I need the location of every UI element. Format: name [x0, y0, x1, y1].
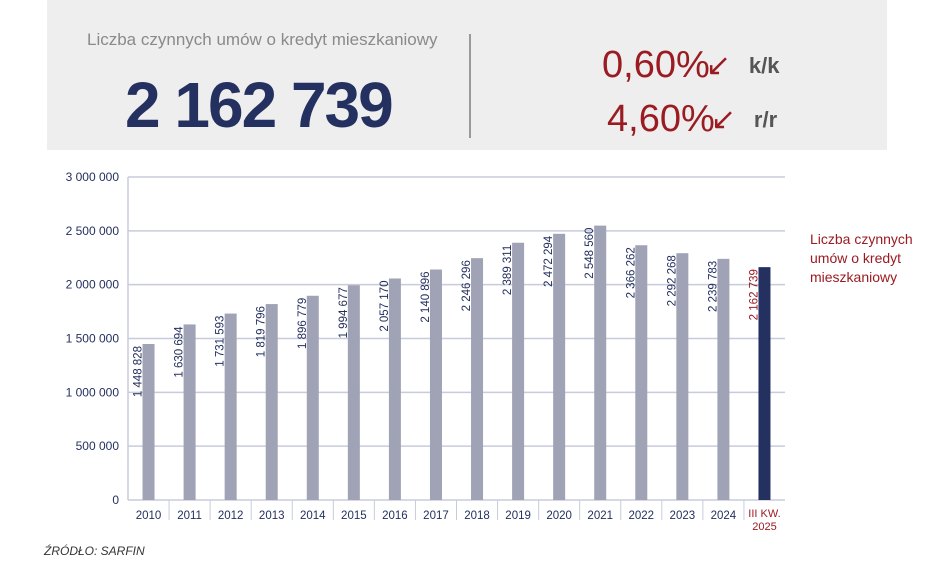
- summary-panel: Liczba czynnych umów o kredyt mieszkanio…: [47, 0, 887, 150]
- x-tick-label: 2024: [711, 510, 737, 522]
- x-tick-label: 2014: [300, 510, 326, 522]
- data-label: 1 994 677: [338, 287, 350, 338]
- data-label: 1 819 796: [256, 306, 268, 357]
- x-tick-label: 2015: [341, 510, 367, 522]
- y-tick-label: 2 000 000: [66, 278, 120, 292]
- change-value: 0,60%: [602, 44, 710, 86]
- change-yoy: 4,60% ↙ r/r: [607, 98, 777, 141]
- x-tick-label: 2016: [382, 510, 408, 522]
- data-label: 2 292 268: [666, 255, 678, 306]
- change-qoq: 0,60% ↙ k/k: [602, 44, 779, 87]
- y-tick-label: 0: [112, 493, 119, 507]
- source-note: ŹRÓDŁO: SARFIN: [44, 544, 145, 558]
- x-tick-label: 2021: [587, 510, 613, 522]
- data-label: 2 472 294: [543, 235, 555, 287]
- bar: [429, 269, 442, 500]
- data-label: 1 630 694: [174, 326, 186, 378]
- x-tick-label: 2017: [423, 510, 449, 522]
- divider: [469, 34, 471, 138]
- bar: [224, 313, 237, 500]
- bar: [635, 245, 648, 500]
- data-label: 2 162 739: [749, 269, 761, 320]
- data-label: 2 548 560: [584, 228, 596, 279]
- bar: [388, 278, 401, 500]
- x-tick-label: 2018: [464, 510, 490, 522]
- x-tick-label: 2025: [752, 521, 776, 533]
- bar: [306, 295, 319, 500]
- bar: [676, 253, 689, 500]
- data-label: 2 140 896: [420, 271, 432, 322]
- x-tick-label: 2023: [670, 510, 696, 522]
- arrow-down-icon: ↙: [705, 49, 731, 82]
- bar: [347, 285, 360, 500]
- y-tick-label: 2 500 000: [66, 224, 120, 238]
- data-label: 2 366 262: [625, 247, 637, 298]
- summary-title: Liczba czynnych umów o kredyt mieszkanio…: [87, 30, 438, 49]
- bar: [471, 258, 484, 500]
- summary-value: 2 162 739: [125, 69, 394, 141]
- bar: [553, 233, 566, 500]
- bar: [717, 258, 730, 500]
- x-tick-label: 2013: [259, 510, 285, 522]
- bar: [183, 324, 196, 500]
- change-period: r/r: [753, 106, 778, 132]
- data-label: 2 057 170: [379, 281, 391, 332]
- x-tick-label: 2019: [505, 510, 531, 522]
- x-tick-label: III KW.: [748, 508, 780, 520]
- data-label: 2 246 296: [461, 260, 473, 311]
- data-label: 1 448 828: [133, 346, 145, 397]
- change-value: 4,60%: [607, 98, 715, 140]
- bar: [758, 267, 771, 500]
- legend: Liczba czynnych umów o kredyt mieszkanio…: [810, 231, 913, 285]
- data-label: 1 731 593: [215, 316, 227, 367]
- bar: [142, 344, 155, 500]
- data-label: 2 389 311: [502, 245, 514, 295]
- arrow-down-icon: ↙: [710, 103, 736, 136]
- bar: [265, 304, 278, 500]
- y-tick-label: 1 000 000: [66, 385, 120, 399]
- data-label: 2 239 783: [707, 261, 719, 312]
- x-tick-label: 2012: [218, 510, 244, 522]
- x-tick-label: 2011: [177, 510, 202, 522]
- y-tick-label: 500 000: [76, 439, 120, 453]
- y-tick-label: 3 000 000: [66, 170, 120, 184]
- bar: [512, 242, 525, 500]
- x-tick-label: 2010: [136, 510, 162, 522]
- bar: [594, 225, 607, 500]
- y-tick-label: 1 500 000: [66, 332, 120, 346]
- data-label: 1 896 779: [297, 298, 309, 349]
- x-tick-label: 2022: [628, 510, 654, 522]
- change-period: k/k: [748, 52, 780, 78]
- x-tick-label: 2020: [546, 510, 572, 522]
